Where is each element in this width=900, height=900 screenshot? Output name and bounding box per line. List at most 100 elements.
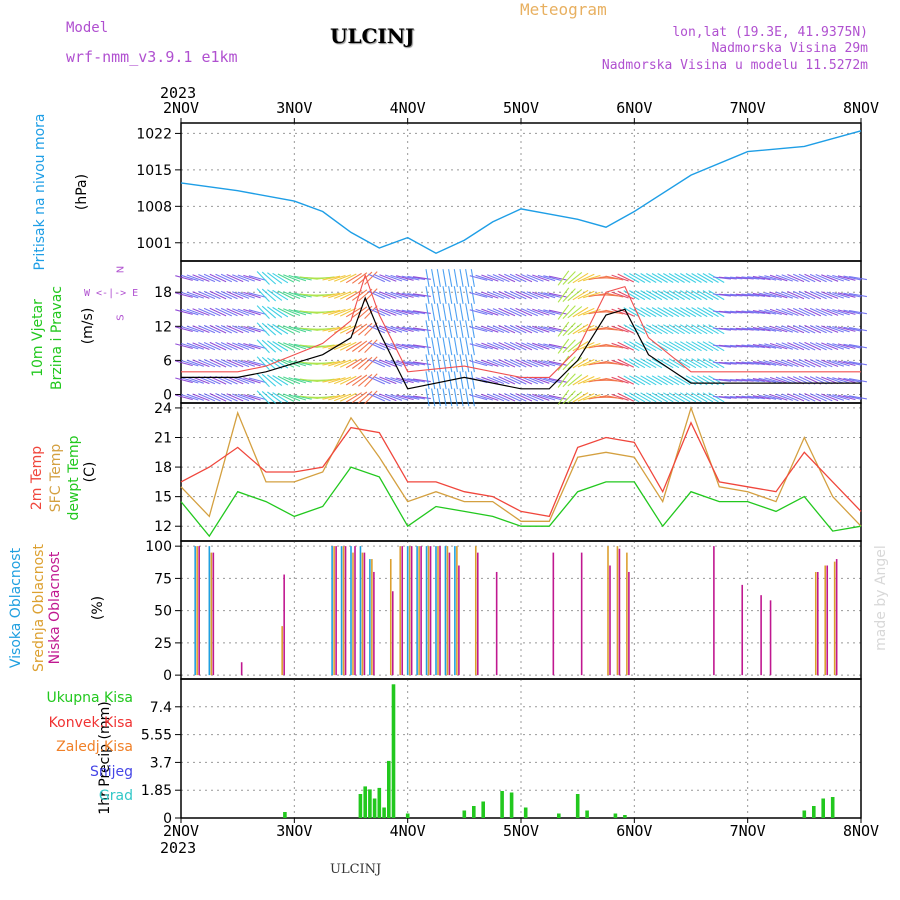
wind-arrow	[226, 273, 244, 283]
wind-arrow	[220, 393, 238, 402]
wind-arrow	[537, 394, 556, 401]
y-tick-label: 6	[163, 353, 172, 369]
wind-arrow	[448, 337, 453, 356]
wind-arrow	[498, 376, 516, 385]
wind-arrow	[459, 286, 464, 304]
wind-arrow	[243, 325, 261, 333]
wind-arrow	[486, 342, 505, 351]
wind-arrow	[741, 276, 760, 280]
y-tick-label: 0	[163, 811, 172, 827]
wind-arrow	[470, 320, 475, 339]
wind-arrow	[192, 308, 210, 316]
wind-arrow	[442, 303, 447, 322]
wind-arrow	[764, 275, 782, 281]
wind-arrow	[832, 274, 850, 282]
wind-arrow	[431, 320, 436, 339]
precip-bar	[613, 813, 618, 818]
wind-arrow	[617, 290, 635, 300]
wind-arrow	[572, 306, 589, 318]
wind-arrow	[339, 392, 357, 402]
wind-arrow	[629, 290, 646, 301]
wind-arrow	[787, 393, 805, 402]
y-tick-label: 1.85	[141, 783, 172, 799]
wind-arrow	[617, 324, 635, 334]
wind-arrow	[198, 359, 216, 368]
wind-arrow	[520, 308, 539, 317]
wind-arrow	[640, 375, 657, 386]
wind-arrow	[470, 337, 475, 356]
wind-arrow	[243, 360, 261, 367]
wind-arrow	[821, 342, 839, 351]
wind-arrow	[629, 358, 646, 369]
wind-arrow	[758, 275, 777, 281]
wind-arrow	[752, 326, 771, 332]
wind-arrow	[498, 273, 516, 283]
wind-arrow	[634, 341, 651, 352]
wind-arrow	[267, 272, 283, 284]
wind-arrow	[557, 372, 570, 388]
wind-arrow	[339, 307, 357, 317]
x-label-bottom: 6NOV	[616, 822, 652, 840]
pressure-line	[180, 130, 862, 254]
y-tick-label: 24	[154, 401, 172, 417]
wind-arrow	[605, 360, 624, 366]
wind-arrow	[718, 276, 737, 280]
wind-arrow	[758, 343, 777, 349]
wind-arrow	[685, 341, 702, 352]
wind-arrow	[787, 359, 805, 368]
x-label-top: 2NOV	[163, 99, 199, 117]
wind-arrow	[379, 359, 397, 368]
x-label-top: 8NOV	[843, 99, 879, 117]
precip-bar	[523, 807, 528, 818]
wind-arrow	[180, 291, 199, 299]
panel-temperature: 12 15 18 21 24	[154, 401, 862, 542]
wind-arrow	[322, 275, 341, 281]
wind-arrow	[605, 292, 624, 298]
wind-arrow	[504, 358, 521, 368]
wind-arrow	[583, 360, 601, 367]
wind-arrow	[668, 358, 685, 369]
wind-arrow	[277, 392, 295, 402]
x-label-bottom: 4NOV	[390, 822, 426, 840]
precip-bar	[405, 813, 410, 818]
wind-arrow	[663, 341, 680, 352]
wind-arrow	[186, 342, 204, 350]
wind-arrow	[368, 376, 386, 385]
wind-arrow	[509, 376, 527, 385]
wind-arrow	[232, 376, 250, 385]
wind-arrow	[735, 378, 754, 382]
wind-arrow	[775, 308, 793, 316]
wind-arrow	[175, 309, 193, 315]
wind-arrow	[651, 307, 668, 318]
wind-arrow	[804, 324, 822, 334]
wind-arrow	[646, 375, 663, 386]
wind-arrow	[465, 286, 470, 304]
wind-arrow	[351, 323, 368, 335]
wind-arrow	[364, 390, 378, 405]
wind-arrow	[702, 273, 719, 283]
wind-arrow	[368, 358, 386, 368]
wind-arrow	[837, 275, 856, 281]
legend-snow: Snijeg	[89, 763, 133, 780]
wind-arrow	[431, 337, 436, 356]
wind-arrow	[267, 374, 283, 387]
wind-arrow	[368, 307, 386, 317]
wind-arrow	[351, 340, 368, 352]
wind-arrow	[283, 393, 301, 402]
wind-arrow	[651, 392, 668, 403]
wind-arrow	[708, 324, 725, 335]
wind-arrow	[475, 359, 493, 367]
wind-arrow	[577, 375, 595, 385]
wind-arrow	[674, 375, 691, 386]
wind-arrow	[741, 378, 760, 382]
wind-arrow	[459, 320, 464, 339]
wind-arrow	[567, 374, 583, 387]
wind-arrow	[243, 394, 261, 401]
wind-arrow	[453, 371, 458, 390]
wind-arrow	[277, 307, 295, 317]
wind-arrow	[849, 395, 867, 400]
wind-arrow	[459, 388, 464, 407]
wind-arrow	[557, 321, 570, 337]
wind-arrow	[572, 341, 589, 352]
